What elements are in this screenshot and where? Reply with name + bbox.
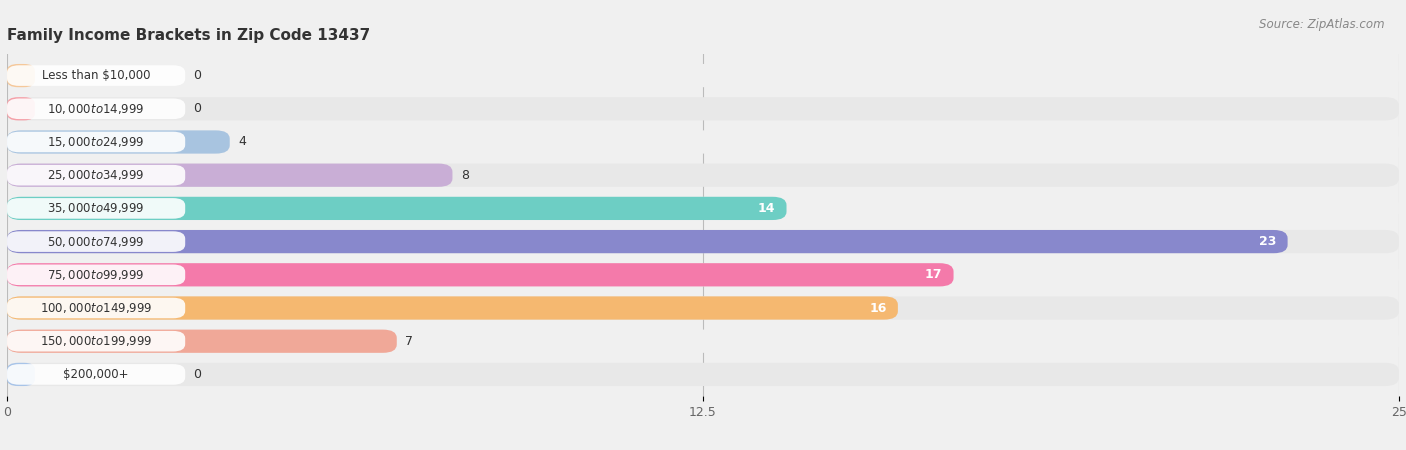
Text: $75,000 to $99,999: $75,000 to $99,999 [48, 268, 145, 282]
Text: Source: ZipAtlas.com: Source: ZipAtlas.com [1260, 18, 1385, 31]
FancyBboxPatch shape [7, 230, 1288, 253]
FancyBboxPatch shape [7, 65, 186, 86]
Text: $10,000 to $14,999: $10,000 to $14,999 [48, 102, 145, 116]
Text: $200,000+: $200,000+ [63, 368, 129, 381]
FancyBboxPatch shape [7, 230, 1399, 253]
FancyBboxPatch shape [7, 363, 1399, 386]
FancyBboxPatch shape [7, 329, 1399, 353]
Text: 0: 0 [194, 69, 201, 82]
FancyBboxPatch shape [7, 263, 1399, 287]
FancyBboxPatch shape [7, 99, 186, 119]
FancyBboxPatch shape [7, 263, 953, 287]
FancyBboxPatch shape [7, 132, 186, 152]
FancyBboxPatch shape [7, 163, 453, 187]
FancyBboxPatch shape [7, 64, 1399, 87]
Text: $150,000 to $199,999: $150,000 to $199,999 [39, 334, 152, 348]
FancyBboxPatch shape [7, 297, 1399, 320]
Text: $100,000 to $149,999: $100,000 to $149,999 [39, 301, 152, 315]
Text: 16: 16 [869, 302, 887, 315]
Text: 23: 23 [1260, 235, 1277, 248]
FancyBboxPatch shape [7, 329, 396, 353]
Text: 7: 7 [405, 335, 413, 348]
Text: $50,000 to $74,999: $50,000 to $74,999 [48, 234, 145, 248]
Text: Family Income Brackets in Zip Code 13437: Family Income Brackets in Zip Code 13437 [7, 28, 370, 43]
Text: $25,000 to $34,999: $25,000 to $34,999 [48, 168, 145, 182]
Text: 14: 14 [758, 202, 775, 215]
FancyBboxPatch shape [7, 97, 35, 121]
FancyBboxPatch shape [7, 197, 1399, 220]
Text: 4: 4 [238, 135, 246, 148]
FancyBboxPatch shape [7, 64, 35, 87]
Text: Less than $10,000: Less than $10,000 [42, 69, 150, 82]
FancyBboxPatch shape [7, 130, 229, 153]
Text: 17: 17 [925, 268, 942, 281]
FancyBboxPatch shape [7, 130, 1399, 153]
FancyBboxPatch shape [7, 364, 186, 385]
FancyBboxPatch shape [7, 163, 1399, 187]
FancyBboxPatch shape [7, 297, 898, 320]
Text: 0: 0 [194, 102, 201, 115]
FancyBboxPatch shape [7, 363, 35, 386]
FancyBboxPatch shape [7, 198, 186, 219]
FancyBboxPatch shape [7, 165, 186, 185]
FancyBboxPatch shape [7, 231, 186, 252]
Text: 0: 0 [194, 368, 201, 381]
FancyBboxPatch shape [7, 265, 186, 285]
Text: 8: 8 [461, 169, 468, 182]
FancyBboxPatch shape [7, 331, 186, 351]
FancyBboxPatch shape [7, 197, 786, 220]
Text: $15,000 to $24,999: $15,000 to $24,999 [48, 135, 145, 149]
FancyBboxPatch shape [7, 298, 186, 318]
FancyBboxPatch shape [7, 97, 1399, 121]
Text: $35,000 to $49,999: $35,000 to $49,999 [48, 202, 145, 216]
